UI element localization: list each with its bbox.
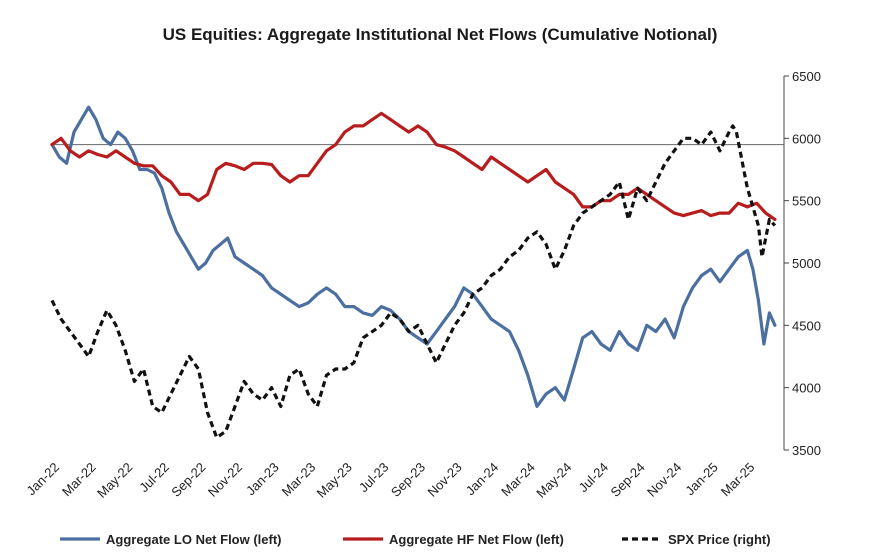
y-tick-label: 3500	[792, 443, 821, 458]
y-tick-label: 4000	[792, 381, 821, 396]
legend-label: Aggregate HF Net Flow (left)	[389, 532, 564, 547]
y-tick-label: 6000	[792, 131, 821, 146]
x-tick-label: Sep-23	[388, 460, 428, 500]
x-tick-label: Jan-22	[23, 460, 62, 499]
x-tick-label: Jan-25	[682, 460, 721, 499]
x-tick-label: May-23	[314, 460, 355, 501]
x-tick-label: Mar-25	[718, 460, 758, 500]
y-tick-label: 4500	[792, 318, 821, 333]
y-tick-label: 5000	[792, 256, 821, 271]
legend: Aggregate LO Net Flow (left) Aggregate HF…	[60, 532, 771, 547]
chart-title: US Equities: Aggregate Institutional Net…	[163, 25, 718, 44]
x-tick-label: Jan-24	[463, 460, 502, 499]
series-line-aggregate-lo-net-flow-left	[50, 105, 777, 408]
x-tick-label: Jul-24	[575, 460, 611, 496]
series-layer	[50, 105, 777, 440]
x-tick-label: Nov-24	[644, 460, 684, 500]
y-tick-label: 5500	[792, 194, 821, 209]
legend-label: Aggregate LO Net Flow (left)	[106, 532, 282, 547]
x-tick-label: Nov-23	[424, 460, 464, 500]
x-tick-label: Jul-23	[356, 460, 392, 496]
legend-label: SPX Price (right)	[668, 532, 771, 547]
x-tick-label: May-24	[533, 460, 574, 501]
x-tick-label: Mar-23	[279, 460, 319, 500]
x-tick-label: May-22	[94, 460, 135, 501]
x-tick-label: Jan-23	[243, 460, 282, 499]
x-tick-label: Nov-22	[205, 460, 245, 500]
x-tick-label: Sep-22	[168, 460, 208, 500]
x-tick-label: Mar-22	[59, 460, 99, 500]
series-line-aggregate-hf-net-flow-left	[50, 111, 777, 221]
x-tick-label: Sep-24	[607, 460, 647, 500]
axes: 3500 4000 4500 5000 5500 6000 6500 Jan-22Mar-22…	[23, 69, 821, 501]
x-tick-label: Jul-22	[136, 460, 172, 496]
x-tick-label: Mar-24	[498, 460, 538, 500]
y-tick-label: 6500	[792, 69, 821, 84]
